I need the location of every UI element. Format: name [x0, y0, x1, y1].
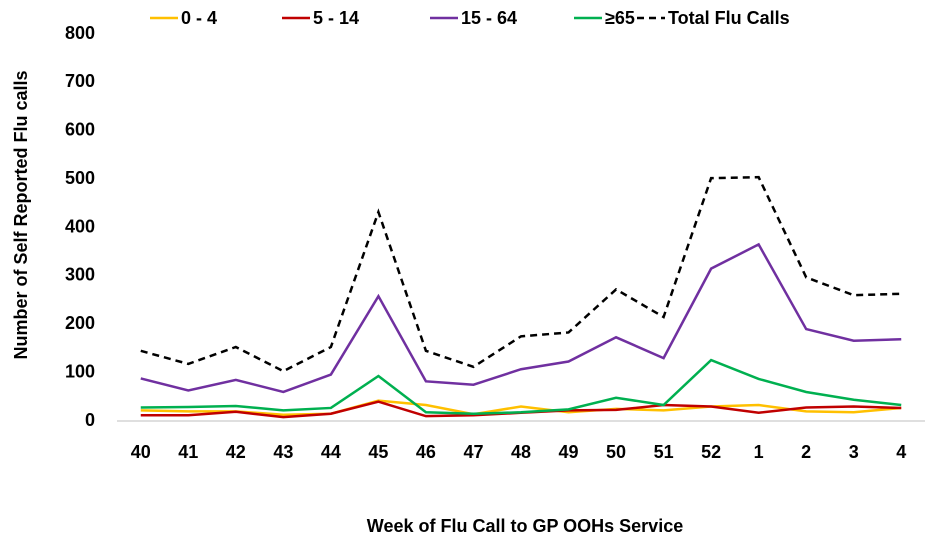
y-tick-label: 300	[65, 265, 95, 285]
series-line	[140, 358, 902, 415]
x-tick-label: 43	[273, 442, 293, 462]
x-tick-label: 51	[654, 442, 674, 462]
x-tick-label: 50	[606, 442, 626, 462]
y-tick-label: 500	[65, 168, 95, 188]
x-tick-label: 48	[511, 442, 531, 462]
x-tick-label: 44	[321, 442, 341, 462]
y-tick-label: 800	[65, 23, 95, 43]
x-tick-label: 45	[368, 442, 388, 462]
x-axis-title: Week of Flu Call to GP OOHs Service	[367, 516, 683, 536]
x-tick-label: 1	[754, 442, 764, 462]
x-tick-label: 52	[701, 442, 721, 462]
series-line	[140, 400, 902, 419]
x-tick-label: 47	[463, 442, 483, 462]
x-tick-label: 49	[559, 442, 579, 462]
legend-label: 15 - 64	[461, 8, 517, 28]
series-line	[140, 242, 902, 394]
legend-label: ≥65	[605, 8, 635, 28]
x-tick-label: 40	[131, 442, 151, 462]
y-tick-label: 400	[65, 216, 95, 236]
legend-label: 5 - 14	[313, 8, 359, 28]
y-tick-label: 600	[65, 120, 95, 140]
x-tick-label: 2	[801, 442, 811, 462]
x-tick-label: 4	[896, 442, 906, 462]
legend-label: 0 - 4	[181, 8, 217, 28]
x-tick-label: 41	[178, 442, 198, 462]
series-line	[140, 175, 902, 373]
series-line	[140, 399, 902, 416]
y-tick-label: 100	[65, 361, 95, 381]
y-tick-label: 0	[85, 410, 95, 430]
y-tick-label: 700	[65, 71, 95, 91]
x-tick-label: 42	[226, 442, 246, 462]
y-tick-label: 200	[65, 313, 95, 333]
x-tick-label: 3	[849, 442, 859, 462]
legend-label: Total Flu Calls	[668, 8, 790, 28]
y-axis-title: Number of Self Reported Flu calls	[11, 70, 31, 359]
x-tick-label: 46	[416, 442, 436, 462]
